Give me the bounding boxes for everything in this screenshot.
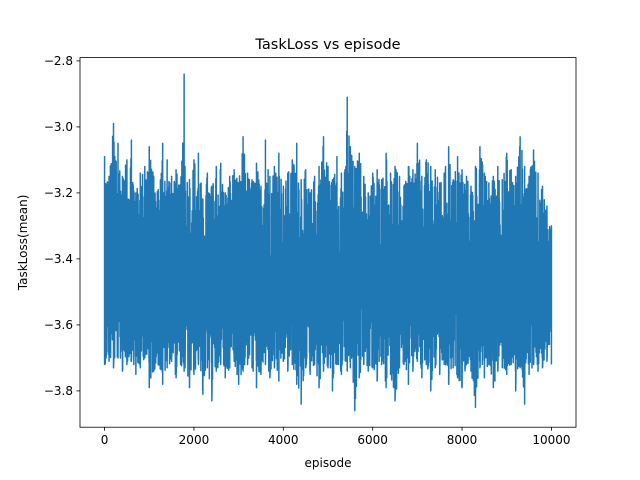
x-tick-label: 6000 — [357, 433, 388, 447]
x-tick-label: 0 — [101, 433, 109, 447]
x-tick-label: 10000 — [532, 433, 570, 447]
y-tick-label: −3.0 — [44, 120, 73, 134]
x-axis-ticks: 0 2000 4000 6000 8000 10000 — [101, 427, 571, 447]
x-tick-label: 4000 — [268, 433, 299, 447]
x-tick-label: 2000 — [179, 433, 210, 447]
series-layer — [103, 73, 553, 412]
y-tick-label: −2.8 — [44, 54, 73, 68]
y-tick-label: −3.2 — [44, 186, 73, 200]
y-axis-ticks: −3.8 −3.6 −3.4 −3.2 −3.0 −2.8 — [44, 54, 80, 398]
y-tick-label: −3.8 — [44, 384, 73, 398]
y-axis-label: TaskLoss(mean) — [16, 195, 30, 292]
chart-title: TaskLoss vs episode — [254, 37, 400, 53]
plot-frame — [79, 57, 577, 428]
y-tick-label: −3.6 — [44, 318, 73, 332]
y-tick-label: −3.4 — [44, 252, 73, 266]
x-axis-label: episode — [305, 456, 352, 470]
series-line-taskloss — [103, 73, 553, 412]
x-tick-label: 8000 — [447, 433, 478, 447]
